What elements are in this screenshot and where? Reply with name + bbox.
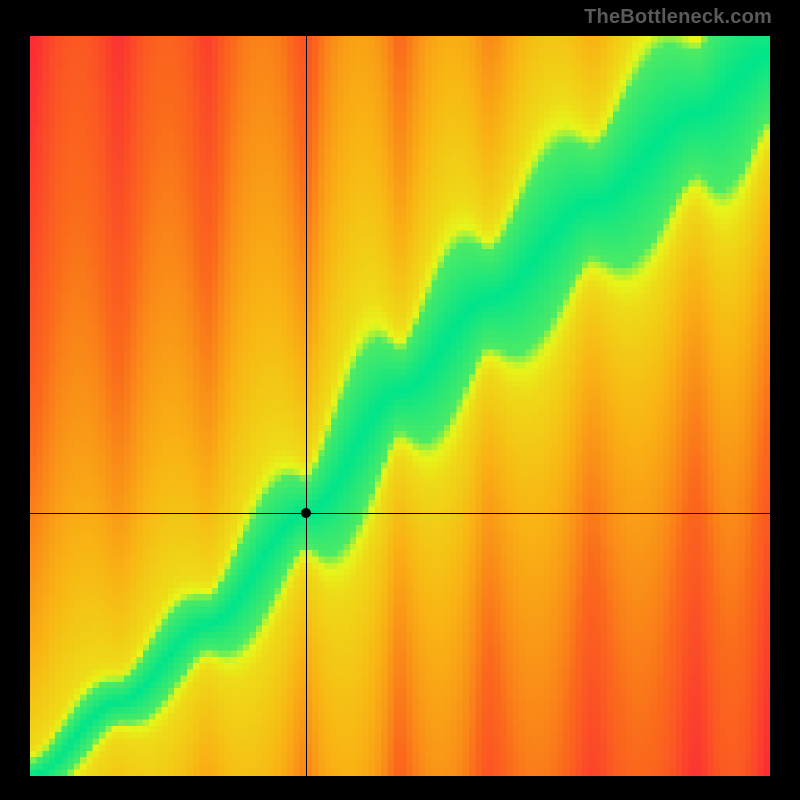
watermark-text: TheBottleneck.com (584, 6, 772, 29)
plot-frame (30, 36, 770, 776)
crosshair-marker (301, 508, 311, 518)
crosshair-horizontal (30, 513, 770, 514)
heatmap-canvas-wrap (30, 36, 770, 776)
crosshair-vertical (306, 36, 307, 776)
heatmap-canvas (30, 36, 770, 776)
